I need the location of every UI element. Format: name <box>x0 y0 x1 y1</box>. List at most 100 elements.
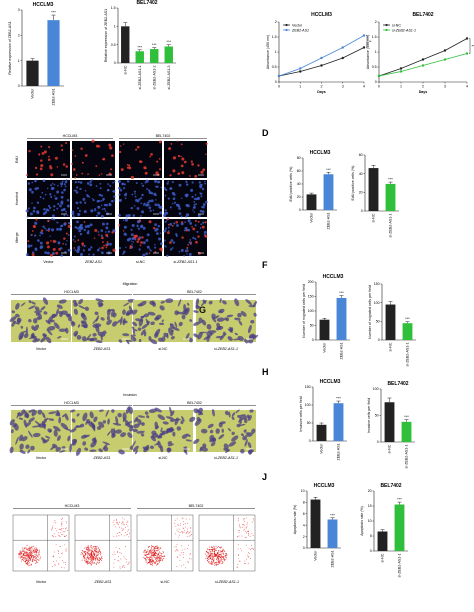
cell-nucleus <box>148 206 152 210</box>
event-dot <box>208 560 210 562</box>
cell-nucleus <box>148 220 152 224</box>
event-dot <box>92 559 94 561</box>
event-dot <box>119 567 121 569</box>
event-dot <box>243 519 245 521</box>
event-dot <box>246 527 247 529</box>
cell <box>207 330 217 334</box>
event-dot <box>243 518 245 520</box>
event-dot <box>37 556 39 558</box>
event-dot <box>183 528 185 530</box>
data-point <box>362 34 366 37</box>
event-dot <box>89 553 91 555</box>
cell <box>155 314 162 320</box>
cell-nucleus <box>27 244 31 248</box>
cell <box>9 316 17 322</box>
event-dot <box>61 529 63 531</box>
event-dot <box>125 523 127 525</box>
cell <box>201 319 207 326</box>
y-tick-label: 100 <box>373 387 379 391</box>
cell <box>19 449 26 454</box>
cell-nucleus <box>35 173 39 176</box>
cell-nucleus <box>120 168 124 172</box>
event-dot <box>55 522 57 524</box>
event-dot <box>31 552 32 554</box>
cell <box>170 335 175 340</box>
significance-bracket <box>366 35 368 48</box>
event-dot <box>163 552 164 554</box>
cell <box>82 441 86 446</box>
event-dot <box>153 552 155 554</box>
event-dot <box>122 566 124 567</box>
cell-nucleus <box>146 201 150 204</box>
event-dot <box>246 532 247 534</box>
cell-nucleus <box>164 194 167 197</box>
event-dot <box>159 559 161 561</box>
column-label: si-ZEB2-AS1-1 <box>215 580 239 584</box>
event-dot <box>162 558 164 560</box>
event-dot <box>208 554 210 556</box>
cell-nucleus <box>39 241 43 245</box>
y-tick-label: 6 <box>303 512 305 516</box>
event-dot <box>36 552 38 554</box>
event-dot <box>93 557 95 559</box>
cell-nucleus <box>122 219 125 222</box>
event-dot <box>226 554 228 556</box>
micrograph-background <box>119 141 162 178</box>
event-dot <box>183 524 184 526</box>
event-dot <box>99 549 100 551</box>
event-dot <box>241 550 242 552</box>
cell <box>132 321 138 327</box>
cell <box>137 415 146 418</box>
micrograph-transwell <box>193 298 259 344</box>
event-dot <box>58 551 59 553</box>
event-dot <box>152 554 154 556</box>
event-dot <box>31 556 33 558</box>
event-dot <box>34 556 36 558</box>
cell <box>193 408 199 414</box>
event-dot <box>179 524 181 526</box>
event-dot <box>220 547 222 549</box>
event-dot <box>213 549 215 551</box>
event-dot <box>128 561 130 563</box>
cell-nucleus <box>61 148 64 151</box>
cell-nucleus <box>89 180 92 183</box>
cell <box>244 338 248 344</box>
event-dot <box>222 561 224 563</box>
event-dot <box>159 555 161 557</box>
event-dot <box>153 561 155 563</box>
event-dot <box>118 560 120 562</box>
cell <box>231 435 239 442</box>
cell-nucleus <box>105 222 109 226</box>
cell <box>82 412 88 422</box>
event-dot <box>65 535 67 536</box>
event-dot <box>95 562 97 564</box>
event-dot <box>238 560 240 562</box>
cell-nucleus <box>105 226 109 230</box>
cell-nucleus <box>98 247 101 250</box>
x-tick-label: 2 <box>321 85 323 89</box>
cell <box>92 423 96 432</box>
event-dot <box>147 549 149 551</box>
panel-letter: H <box>262 367 269 377</box>
cell <box>15 302 20 310</box>
event-dot <box>40 556 42 558</box>
cell-nucleus <box>170 239 174 242</box>
event-dot <box>207 549 209 551</box>
cell-nucleus <box>142 226 146 230</box>
event-dot <box>155 552 156 554</box>
cell <box>33 324 40 332</box>
event-dot <box>93 549 95 550</box>
y-tick-label: 20 <box>368 489 372 493</box>
event-dot <box>220 551 222 552</box>
event-dot <box>211 551 213 553</box>
event-dot <box>221 551 223 552</box>
cell-nucleus <box>79 223 83 227</box>
cell <box>189 416 196 423</box>
event-dot <box>158 556 160 558</box>
event-dot <box>32 560 34 561</box>
cell-nucleus <box>180 164 184 168</box>
event-dot <box>92 562 94 564</box>
event-dot <box>174 533 176 535</box>
x-tick-label: ZEB2-AS1 <box>337 444 341 461</box>
